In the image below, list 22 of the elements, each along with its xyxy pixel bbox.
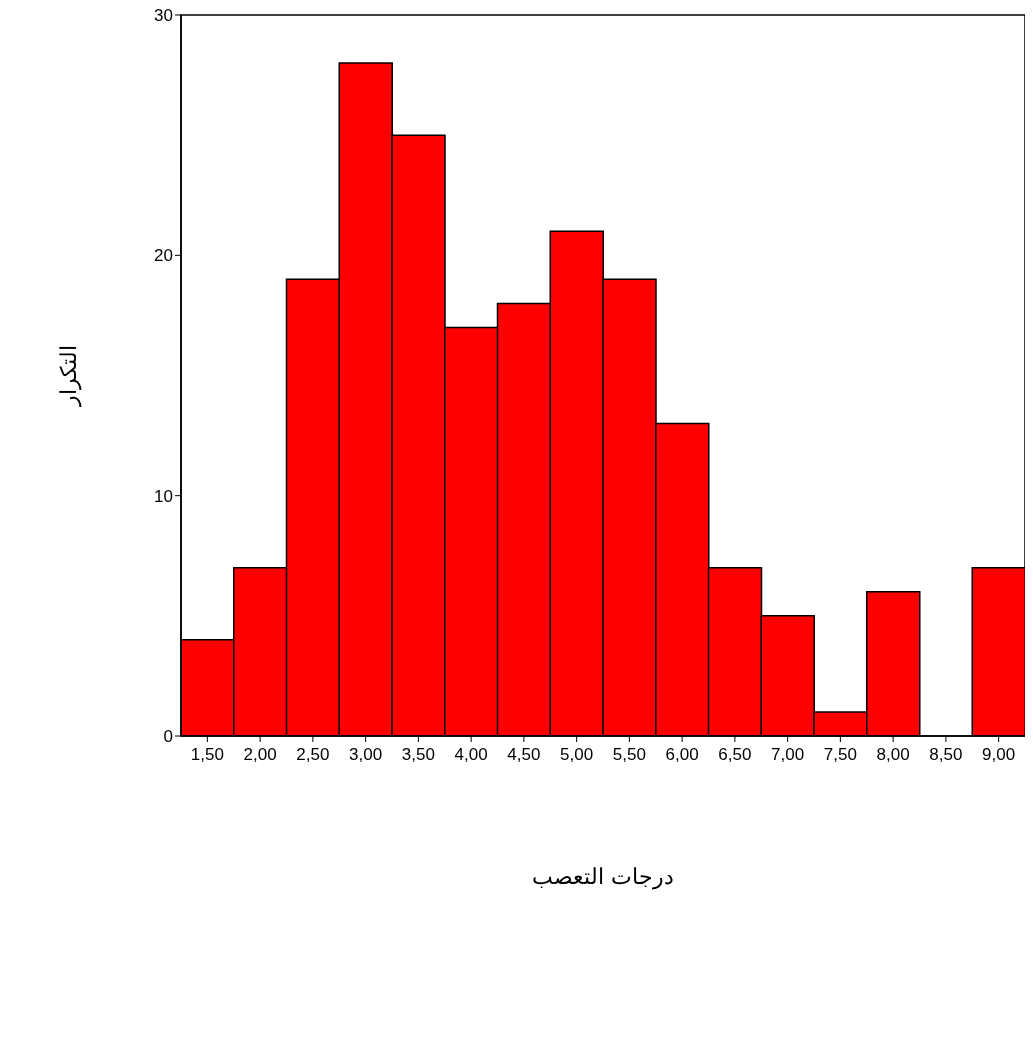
y-tick-label: 20 <box>154 246 173 266</box>
x-tick-label: 1,50 <box>190 745 224 764</box>
x-tick-label: 4,50 <box>507 745 541 764</box>
y-tick-label: 0 <box>163 727 173 747</box>
y-tick-label: 10 <box>154 486 173 506</box>
x-tick-label: 7,50 <box>823 745 857 764</box>
x-tick-label: 5,50 <box>612 745 646 764</box>
x-tick-label: 3,00 <box>349 745 383 764</box>
x-axis-title: درجات التعصب <box>532 863 674 890</box>
x-tick-label: 8,00 <box>876 745 910 764</box>
x-tick-label: 6,00 <box>665 745 699 764</box>
x-tick-label: 6,50 <box>718 745 752 764</box>
x-tick-label: 3,50 <box>401 745 435 764</box>
x-tick-label: 5,00 <box>560 745 594 764</box>
x-tick-label: 2,50 <box>296 745 330 764</box>
x-tick-label: 2,00 <box>243 745 277 764</box>
y-axis-title: التكرار <box>55 345 82 407</box>
x-tick-label: 4,00 <box>454 745 488 764</box>
x-tick-label: 8,50 <box>929 745 963 764</box>
y-tick-label: 30 <box>154 6 173 26</box>
x-tick-label: 7,00 <box>771 745 805 764</box>
x-tick-label: 9,00 <box>982 745 1016 764</box>
